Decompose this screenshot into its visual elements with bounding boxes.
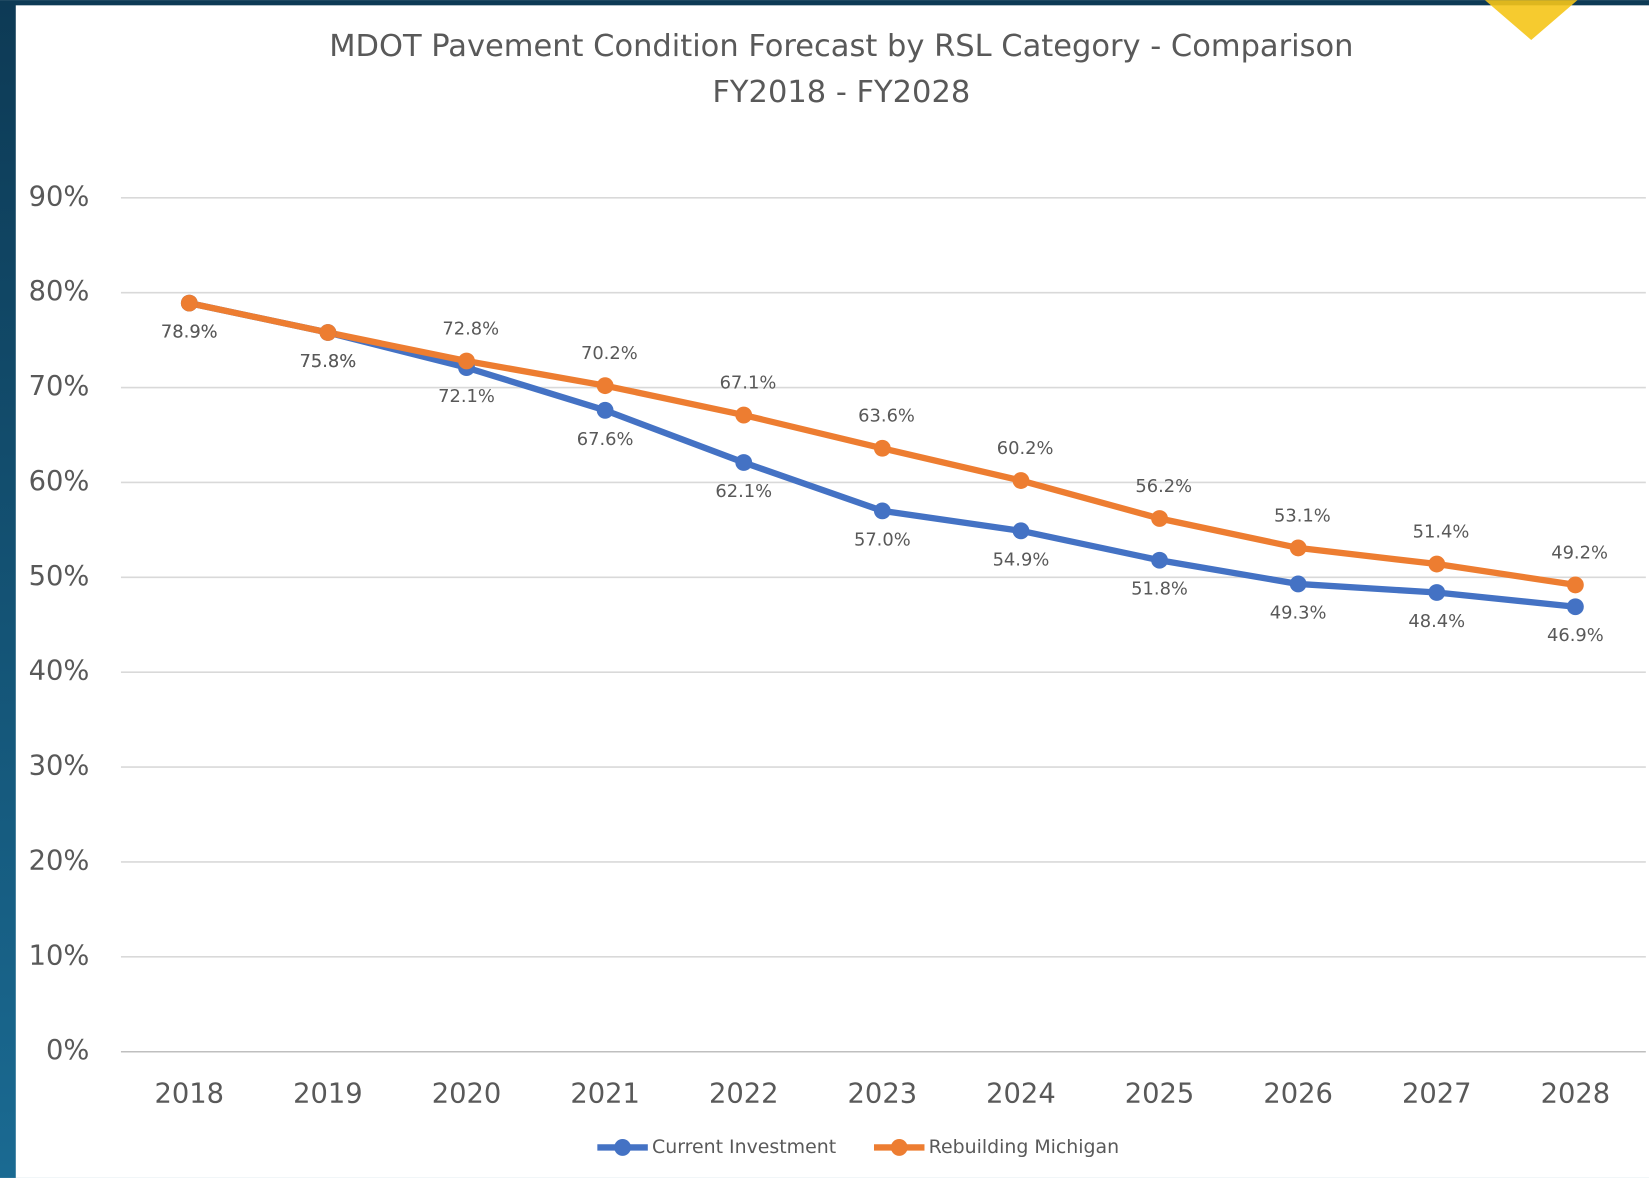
data-point: [1428, 584, 1446, 601]
legend-label: Rebuilding Michigan: [929, 1136, 1119, 1158]
legend-label: Current Investment: [652, 1136, 836, 1158]
x-tick-label: 2027: [1402, 1078, 1472, 1109]
data-label: 72.1%: [438, 386, 495, 407]
y-tick-label: 10%: [29, 940, 90, 971]
x-tick-label: 2025: [1125, 1078, 1195, 1109]
decoration: [1484, 0, 1578, 41]
data-point: [319, 324, 337, 341]
data-label: 48.4%: [1408, 611, 1465, 632]
y-tick-label: 70%: [29, 371, 90, 402]
x-tick-label: 2018: [155, 1078, 225, 1109]
x-tick-label: 2021: [570, 1078, 640, 1109]
data-point: [458, 352, 475, 370]
data-label: 72.8%: [442, 318, 499, 339]
data-label: 53.1%: [1274, 505, 1331, 526]
data-point: [873, 502, 891, 520]
x-tick-label: 2028: [1541, 1078, 1611, 1109]
y-tick-label: 30%: [29, 751, 90, 782]
data-point: [1289, 539, 1307, 557]
y-tick-label: 80%: [29, 276, 90, 307]
data-point: [735, 406, 753, 424]
data-point: [1151, 551, 1168, 569]
y-tick-label: 90%: [29, 181, 90, 212]
data-point: [1428, 555, 1446, 573]
data-label: 49.2%: [1551, 542, 1608, 563]
data-point: [1151, 510, 1168, 527]
data-point: [180, 294, 198, 312]
data-point: [1566, 598, 1584, 616]
data-label: 51.8%: [1131, 579, 1188, 600]
data-point: [735, 454, 753, 471]
chart-subtitle: FY2018 - FY2028: [712, 75, 970, 110]
data-label: 51.4%: [1413, 521, 1470, 542]
x-tick-label: 2020: [432, 1078, 502, 1109]
legend-marker: [890, 1139, 908, 1156]
data-point: [1012, 522, 1030, 540]
y-tick-label: 60%: [29, 466, 90, 497]
data-label: 67.6%: [577, 429, 634, 450]
data-label: 62.1%: [715, 481, 772, 502]
y-tick-label: 20%: [29, 845, 90, 876]
data-label: 56.2%: [1135, 476, 1192, 497]
x-tick-label: 2019: [293, 1078, 363, 1109]
y-tick-label: 40%: [29, 656, 90, 687]
x-tick-label: 2022: [709, 1078, 779, 1109]
data-label: 54.9%: [993, 549, 1050, 570]
data-label: 49.3%: [1270, 602, 1327, 623]
data-point: [873, 439, 891, 457]
data-label: 57.0%: [854, 529, 911, 550]
data-label: 63.6%: [858, 406, 915, 427]
data-label: 78.9%: [161, 322, 218, 343]
x-tick-label: 2023: [848, 1078, 918, 1109]
data-label: 78.9%: [161, 322, 218, 343]
y-tick-label: 0%: [46, 1035, 89, 1066]
x-tick-label: 2026: [1263, 1078, 1333, 1109]
data-label: 70.2%: [581, 343, 638, 364]
data-label: 46.9%: [1547, 625, 1604, 646]
data-point: [596, 377, 614, 395]
x-tick-label: 2024: [986, 1078, 1056, 1109]
legend-marker: [614, 1139, 631, 1156]
data-label: 67.1%: [720, 373, 777, 394]
data-label: 75.8%: [300, 351, 357, 372]
data-point: [1566, 576, 1584, 594]
data-point: [1012, 472, 1030, 489]
data-point: [596, 401, 614, 419]
y-tick-label: 50%: [29, 561, 90, 592]
chart-title: MDOT Pavement Condition Forecast by RSL …: [329, 29, 1353, 64]
data-point: [1289, 575, 1307, 593]
data-label: 60.2%: [997, 438, 1054, 459]
data-label: 75.8%: [300, 351, 357, 372]
